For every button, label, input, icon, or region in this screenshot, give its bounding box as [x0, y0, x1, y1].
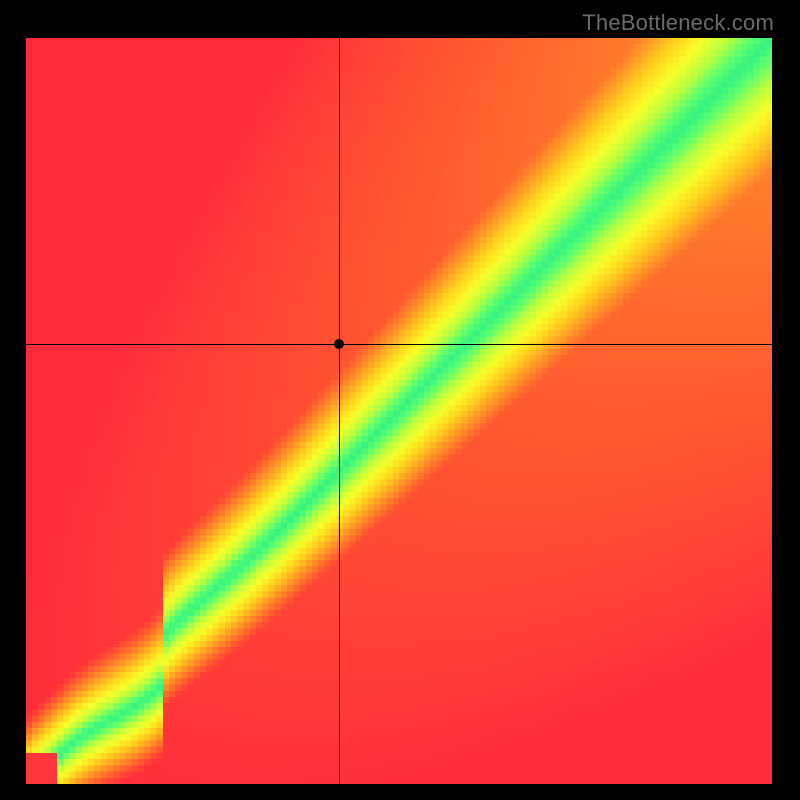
- bottleneck-heatmap: [26, 38, 772, 784]
- crosshair-marker: [334, 339, 344, 349]
- crosshair-horizontal: [26, 344, 772, 345]
- heatmap-canvas: [26, 38, 772, 784]
- watermark-text: TheBottleneck.com: [582, 10, 774, 36]
- crosshair-vertical: [339, 38, 340, 784]
